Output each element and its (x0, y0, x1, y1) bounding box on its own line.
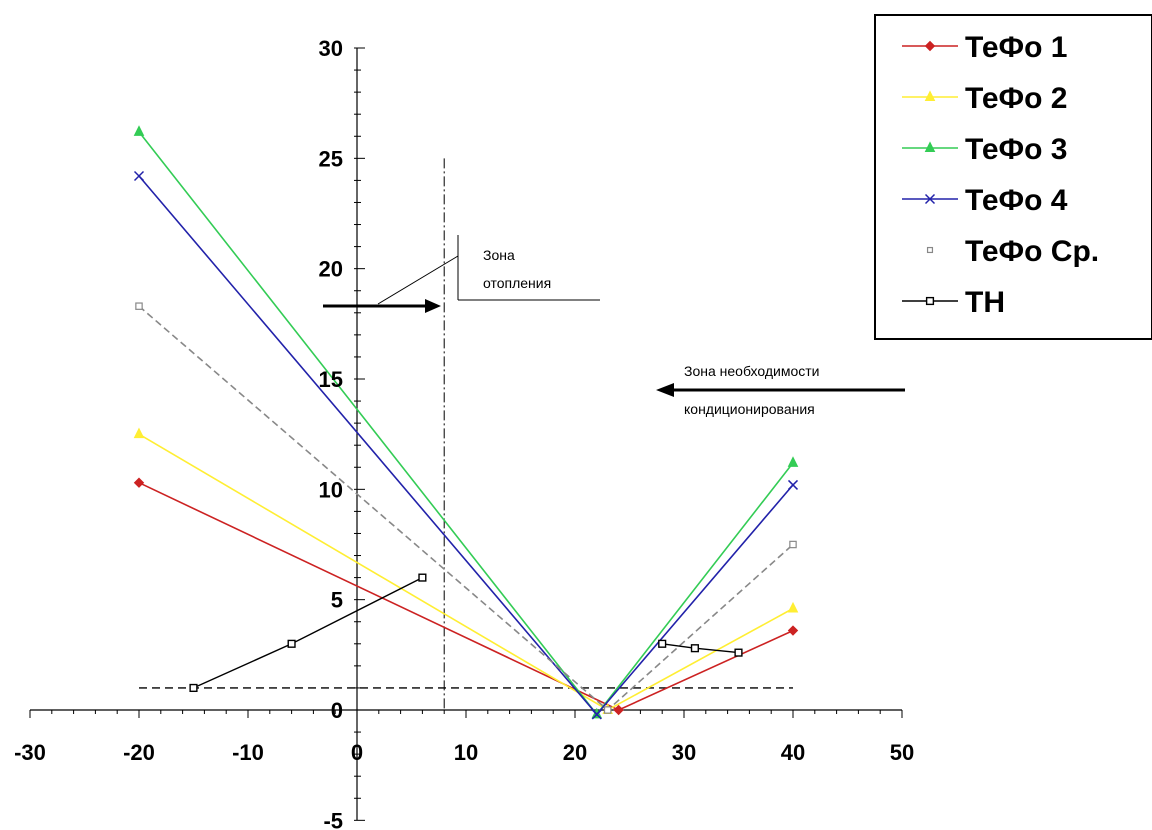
x-tick-label: -10 (232, 740, 264, 765)
legend-entry-3: ТеФо 3 (902, 133, 1067, 166)
reference-lines (139, 158, 793, 710)
x-tick-label: 40 (781, 740, 805, 765)
marker-square-open (658, 639, 667, 648)
marker-triangle (133, 125, 145, 136)
series-2 (133, 427, 799, 714)
series-6 (189, 573, 743, 693)
y-tick-label: 30 (319, 36, 343, 61)
y-tick-label: 15 (319, 367, 343, 392)
legend-entry-2: ТеФо 2 (902, 82, 1067, 115)
marker-square-open (690, 644, 699, 653)
legend-label: ТеФо 1 (965, 31, 1067, 64)
marker-diamond (924, 40, 936, 52)
heating-zone-leader (377, 255, 459, 305)
axes (29, 47, 903, 821)
marker-cross (133, 170, 145, 182)
conditioning-zone-label-line2: кондиционирования (684, 401, 815, 417)
marker-cross-stroke (787, 479, 799, 490)
conditioning-zone-label-line1: Зона необходимости (684, 363, 819, 379)
legend-label: ТН (965, 286, 1005, 319)
y-tick-label: 5 (331, 588, 343, 613)
marker-triangle (787, 601, 799, 613)
marker-diamond (787, 625, 799, 636)
heating-zone-label-line1: Зона (483, 247, 515, 263)
marker-cross-stroke (591, 709, 602, 720)
marker-square-open (925, 296, 935, 306)
marker-triangle (924, 141, 936, 152)
legend-entry-4: ТеФо 4 (902, 184, 1068, 217)
y-tick-label: 0 (331, 698, 343, 723)
legend-box (874, 14, 1152, 340)
x-tick-label: 10 (454, 740, 478, 765)
legend-entry-5: ТеФо Ср. (926, 235, 1099, 268)
legend-label: ТеФо Ср. (965, 235, 1099, 268)
legend-label: ТеФо 2 (965, 82, 1067, 115)
x-tick-label: 50 (890, 740, 914, 765)
marker-square-open (189, 683, 198, 693)
legend-label: ТеФо 3 (965, 133, 1067, 166)
x-tick-label: 20 (563, 740, 587, 765)
marker-cross-stroke (133, 170, 145, 182)
marker-cross (924, 193, 936, 205)
marker-triangle (133, 427, 145, 439)
heating-zone-arrowhead (425, 299, 441, 313)
series-line (138, 481, 794, 711)
marker-diamond (613, 704, 624, 716)
y-tick-label: 20 (319, 257, 343, 282)
series-layer (133, 125, 799, 720)
marker-cross (591, 709, 602, 720)
marker-square (789, 540, 797, 549)
marker-square-open (734, 648, 743, 657)
marker-triangle (924, 90, 936, 101)
marker-cross (787, 479, 799, 490)
tick-labels: -30 -20 -10 0 10 20 30 40 50 -5 0 5 10 15 20 25 30 (14, 36, 914, 830)
legend-entry-6: ТН (902, 286, 1005, 319)
x-tick-label: 30 (672, 740, 696, 765)
y-tick-label: 10 (319, 477, 343, 502)
y-tick-label: 25 (319, 146, 343, 171)
marker-square (135, 302, 143, 310)
conditioning-zone-arrowhead (656, 383, 674, 397)
marker-square-open (418, 573, 427, 582)
marker-diamond (133, 477, 145, 488)
marker-square (926, 246, 934, 254)
series-4 (133, 170, 799, 720)
marker-triangle (787, 456, 799, 467)
series-1 (133, 477, 799, 716)
marker-square-open (287, 639, 296, 648)
y-tick-label: -5 (323, 808, 343, 830)
marker-square (603, 706, 612, 714)
legend-label: ТеФо 4 (965, 184, 1068, 217)
legend: ТеФо 1 ТеФо 2 ТеФо 3 ТеФо 4 ТеФо Ср. ТН (874, 14, 1152, 340)
series-line (193, 576, 423, 689)
heating-zone-label-line2: отопления (483, 275, 551, 291)
series-5 (135, 302, 797, 714)
annotations: Зона отопления Зона необходимости кондиц… (323, 235, 905, 417)
legend-entry-1: ТеФо 1 (902, 31, 1067, 64)
x-tick-label: 0 (351, 740, 363, 765)
x-tick-label: -20 (123, 740, 155, 765)
x-tick-label: -30 (14, 740, 46, 765)
marker-cross-stroke (924, 193, 936, 205)
